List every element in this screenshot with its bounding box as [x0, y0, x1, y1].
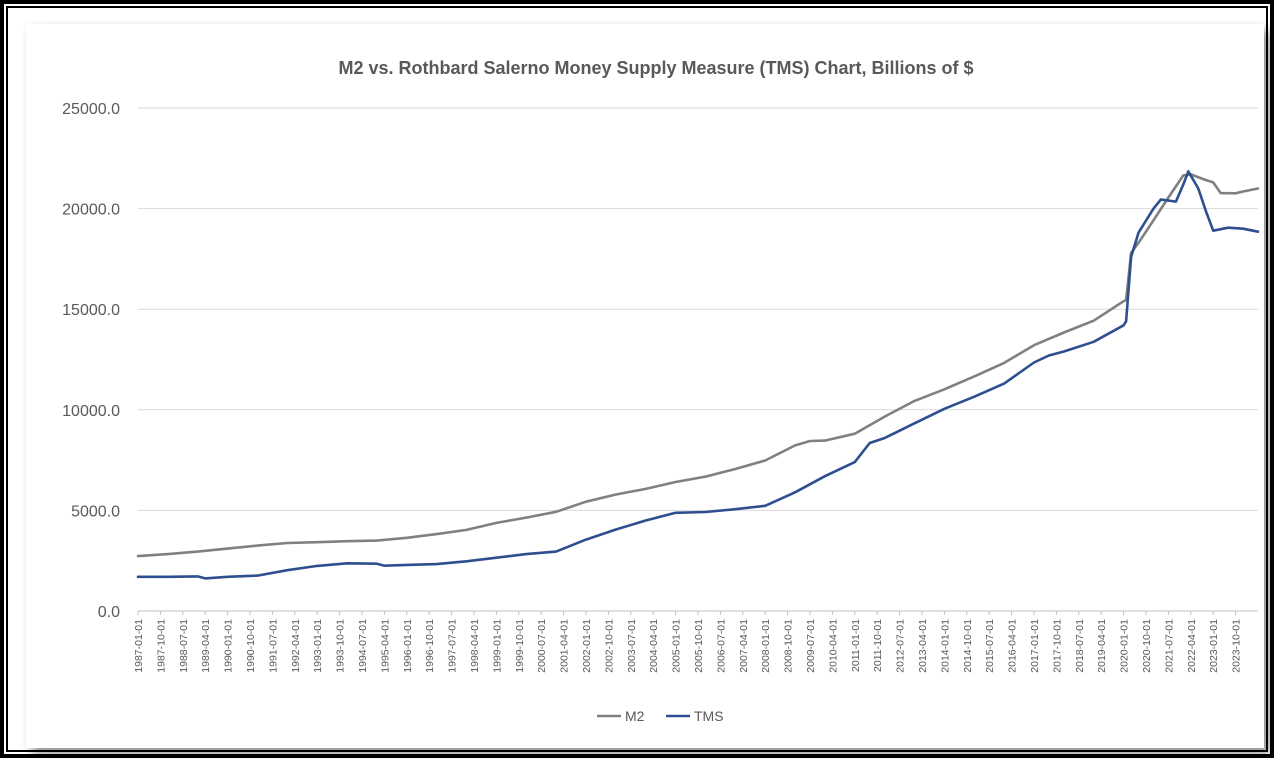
series-lines — [136, 170, 1260, 580]
x-tick-label: 1993-10-01 — [335, 619, 347, 673]
x-tick-label: 1993-01-01 — [312, 619, 324, 673]
x-tick-label: 2012-07-01 — [895, 619, 907, 673]
x-tick-label: 1990-01-01 — [223, 619, 235, 673]
x-tick-label: 2008-10-01 — [783, 619, 795, 673]
x-tick-label: 2006-07-01 — [715, 619, 727, 673]
line-chart: M2 vs. Rothbard Salerno Money Supply Mea… — [62, 58, 1260, 724]
x-tick-label: 2002-10-01 — [603, 619, 615, 673]
x-tick-label: 2009-07-01 — [805, 619, 817, 673]
y-tick-label: 15000.0 — [62, 302, 120, 319]
x-tick-label: 2016-04-01 — [1007, 619, 1019, 673]
x-tick-label: 1999-01-01 — [491, 619, 503, 673]
x-tick-label: 2014-10-01 — [962, 619, 974, 673]
x-tick-label: 2011-10-01 — [872, 619, 884, 672]
x-tick-label: 2005-10-01 — [693, 619, 705, 673]
x-tick-label: 2015-07-01 — [984, 619, 996, 673]
x-tick-label: 1996-10-01 — [424, 619, 436, 673]
x-tick-label: 2022-04-01 — [1186, 619, 1198, 673]
y-tick-label: 20000.0 — [62, 202, 120, 219]
x-tick-label: 2004-04-01 — [648, 619, 660, 673]
y-tick-label: 10000.0 — [62, 403, 120, 420]
x-tick-label: 2017-10-01 — [1051, 619, 1063, 673]
grid — [138, 107, 1258, 612]
x-tick-label: 2001-04-01 — [559, 619, 571, 673]
x-tick-label: 1987-01-01 — [133, 619, 145, 673]
x-tick-label: 1992-04-01 — [290, 619, 302, 673]
x-tick-label: 2020-01-01 — [1119, 619, 1131, 673]
y-tick-label: 0.0 — [98, 604, 120, 621]
x-tick-label: 2002-01-01 — [581, 619, 593, 673]
x-axis-ticks: 1987-01-01 1987-10-01 1988-07-01 1989-04-01… — [133, 611, 1243, 673]
x-tick-label: 2013-04-01 — [917, 619, 929, 673]
legend: M2 TMS — [597, 708, 724, 724]
chart-area: M2 vs. Rothbard Salerno Money Supply Mea… — [26, 24, 1264, 748]
legend-label-m2: M2 — [625, 708, 645, 724]
x-tick-label: 1987-10-01 — [155, 619, 167, 673]
x-tick-label: 2018-07-01 — [1074, 619, 1086, 673]
x-tick-label: 2023-01-01 — [1208, 619, 1220, 673]
legend-label-tms: TMS — [694, 708, 724, 724]
x-tick-label: 2021-07-01 — [1163, 619, 1175, 673]
x-tick-label: 1994-07-01 — [357, 619, 369, 673]
y-axis-ticks: 0.0 5000.0 10000.0 15000.0 20000.0 25000.0 — [62, 101, 120, 621]
x-tick-label: 1996-01-01 — [402, 619, 414, 673]
x-tick-label: 1997-07-01 — [447, 619, 459, 673]
x-tick-label: 2017-01-01 — [1029, 619, 1041, 673]
chart-title: M2 vs. Rothbard Salerno Money Supply Mea… — [338, 58, 973, 78]
x-tick-label: 2019-04-01 — [1096, 619, 1108, 673]
x-tick-label: 1995-04-01 — [379, 619, 391, 673]
y-tick-label: 25000.0 — [62, 101, 120, 118]
x-tick-label: 1990-10-01 — [245, 619, 257, 673]
x-tick-label: 1989-04-01 — [200, 619, 212, 673]
x-tick-label: 1988-07-01 — [178, 619, 190, 673]
x-tick-label: 2005-01-01 — [671, 619, 683, 673]
x-tick-label: 2000-07-01 — [536, 619, 548, 673]
series-line-m2 — [136, 173, 1260, 558]
x-tick-label: 2014-01-01 — [939, 619, 951, 673]
x-tick-label: 1998-04-01 — [469, 619, 481, 673]
x-tick-label: 2008-01-01 — [760, 619, 772, 673]
x-tick-label: 2007-04-01 — [738, 619, 750, 673]
x-tick-label: 2020-10-01 — [1141, 619, 1153, 673]
series-line-tms — [136, 170, 1260, 580]
x-tick-label: 2003-07-01 — [626, 619, 638, 673]
chart-frame: M2 vs. Rothbard Salerno Money Supply Mea… — [6, 6, 1268, 752]
x-tick-label: 2010-04-01 — [827, 619, 839, 673]
x-tick-label: 1991-07-01 — [267, 619, 279, 673]
x-tick-label: 2011-01-01 — [850, 619, 862, 672]
y-tick-label: 5000.0 — [71, 503, 120, 520]
x-tick-label: 1999-10-01 — [514, 619, 526, 673]
x-tick-label: 2023-10-01 — [1231, 619, 1243, 673]
